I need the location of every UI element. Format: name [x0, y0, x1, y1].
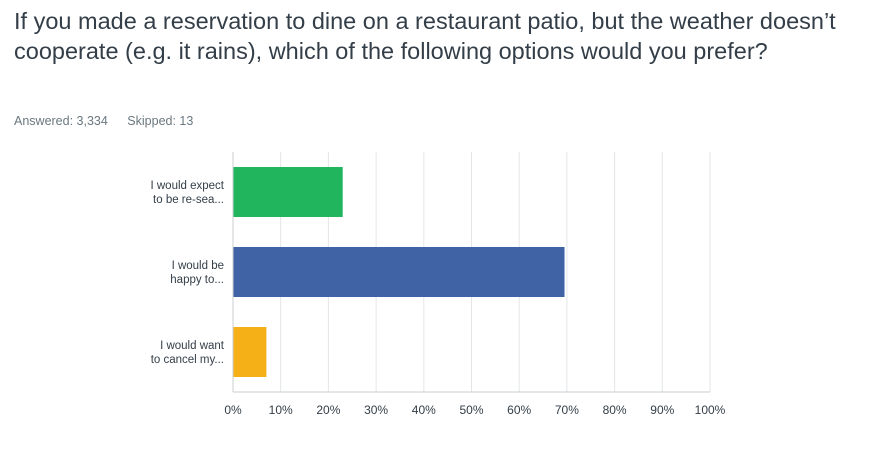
- bar-chart: 0% 10% 20% 30% 40% 50% 60% 70% 80% 90% 100% I would…: [0, 140, 893, 445]
- bar-chart-svg: 0% 10% 20% 30% 40% 50% 60% 70% 80% 90% 100% I would…: [150, 152, 726, 417]
- x-tick-label: 70%: [555, 403, 579, 417]
- x-tick-label: 20%: [316, 403, 340, 417]
- answered-count: Answered: 3,334: [14, 114, 108, 128]
- x-tick-label: 100%: [695, 403, 726, 417]
- x-tick-label: 60%: [507, 403, 531, 417]
- x-tick-label: 80%: [603, 403, 627, 417]
- category-label: I would be happy to...: [170, 260, 224, 286]
- response-stats: Answered: 3,334 Skipped: 13: [14, 114, 209, 128]
- category-label: I would expect to be re-sea...: [150, 180, 224, 206]
- x-tick-label: 40%: [412, 403, 436, 417]
- x-tick-label: 90%: [650, 403, 674, 417]
- category-label-line: I would want: [160, 340, 225, 352]
- x-tick-label: 30%: [364, 403, 388, 417]
- x-tick-label: 50%: [459, 403, 483, 417]
- category-label-line: to cancel my...: [151, 354, 224, 366]
- x-tick-label: 0%: [224, 403, 242, 417]
- skipped-count: Skipped: 13: [127, 114, 194, 128]
- category-label-line: to be re-sea...: [153, 194, 224, 206]
- category-label-line: happy to...: [170, 274, 224, 286]
- category-label-line: I would be: [172, 260, 224, 272]
- bar: [233, 167, 343, 217]
- bar: [233, 327, 267, 377]
- x-tick-label: 10%: [269, 403, 293, 417]
- category-label-line: I would expect: [150, 180, 224, 192]
- bar: [233, 247, 565, 297]
- question-title: If you made a reservation to dine on a r…: [14, 8, 836, 64]
- category-label: I would want to cancel my...: [151, 340, 225, 366]
